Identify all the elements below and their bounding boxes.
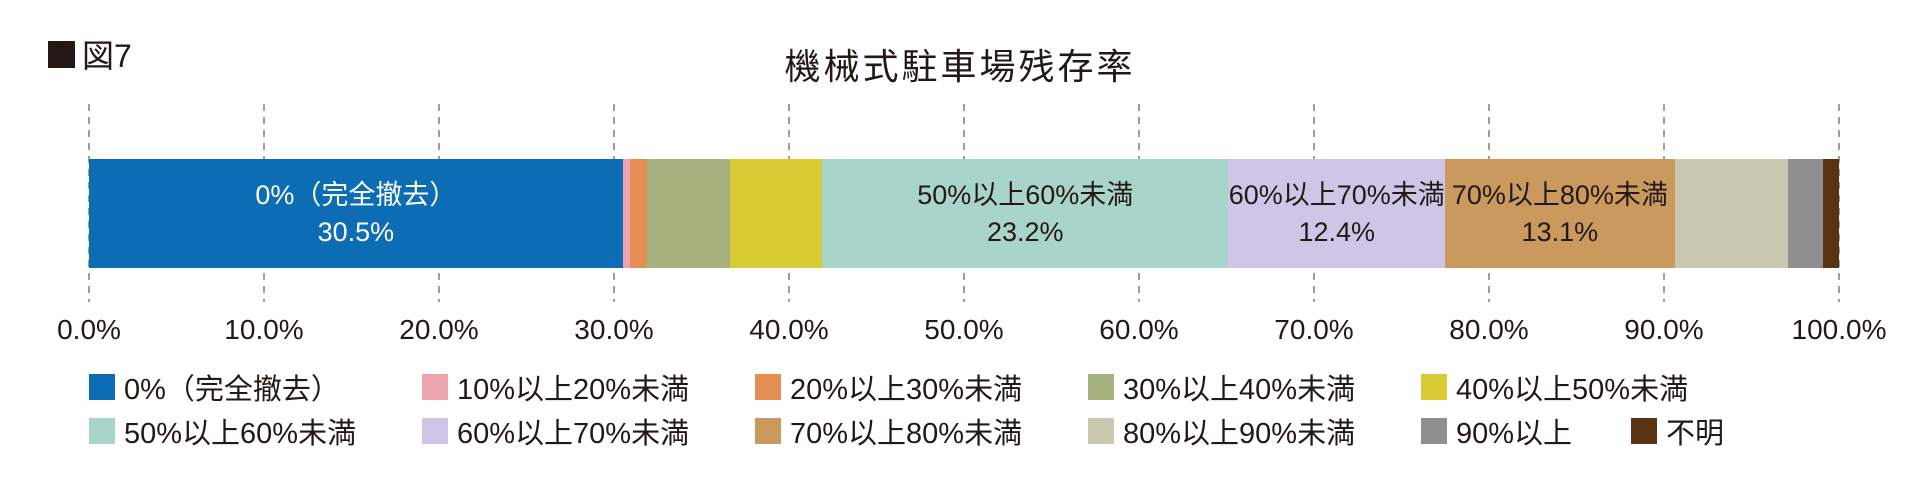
legend-swatch-icon (1088, 418, 1114, 444)
legend-label: 10%以上20%未満 (457, 374, 690, 406)
legend-item: 50%以上60%未満 (89, 414, 356, 450)
legend-label: 0%（完全撤去） (124, 374, 340, 406)
legend-swatch-icon (422, 374, 448, 400)
legend-swatch-icon (89, 418, 115, 444)
segment-category-label: 60%以上70%未満 (1228, 179, 1445, 210)
bar-segment: 70%以上80%未満 13.1% (1445, 159, 1675, 268)
legend-label: 40%以上50%未満 (1456, 374, 1689, 406)
legend-swatch-icon (1421, 418, 1447, 444)
legend-swatch-icon (1088, 374, 1114, 400)
segment-value-label: 13.1% (1521, 216, 1599, 247)
gridline (1838, 104, 1840, 302)
legend-swatch-icon (1631, 418, 1657, 444)
axis-tick-label: 60.0% (1099, 314, 1179, 345)
axis-tick-label: 10.0% (224, 314, 304, 345)
legend-item: 10%以上20%未満 (422, 370, 689, 406)
bar-segment: 0%（完全撤去） 30.5% (89, 159, 623, 268)
bar-segment (729, 159, 823, 268)
legend-swatch-icon (89, 374, 115, 400)
bar-segment (1823, 159, 1839, 268)
legend-item: 40%以上50%未満 (1421, 370, 1688, 406)
legend-label: 50%以上60%未満 (124, 418, 357, 450)
legend-swatch-icon (755, 374, 781, 400)
legend-item: 90%以上 (1421, 414, 1572, 450)
figure-number: 図7 (82, 38, 132, 74)
stacked-bar: 0%（完全撤去） 30.5% 50%以上60%未満 23.2% 60%以上70%未満 12… (89, 159, 1839, 268)
axis-tick-label: 80.0% (1449, 314, 1529, 345)
legend-item: 不明 (1631, 414, 1724, 450)
legend-label: 30%以上40%未満 (1123, 374, 1356, 406)
figure-label: 図7 (48, 31, 132, 77)
bar-segment: 50%以上60%未満 23.2% (822, 159, 1229, 268)
axis-tick-label: 0.0% (57, 314, 121, 345)
axis-tick-label: 30.0% (574, 314, 654, 345)
axis-tick-label: 100.0% (1791, 314, 1887, 345)
legend-swatch-icon (755, 418, 781, 444)
legend-swatch-icon (1421, 374, 1447, 400)
legend-label: 90%以上 (1456, 418, 1573, 450)
axis-tick-label: 50.0% (924, 314, 1004, 345)
bar-segment (622, 159, 630, 268)
segment-value-label: 12.4% (1298, 216, 1376, 247)
bar-segment (1788, 159, 1824, 268)
legend-item: 30%以上40%未満 (1088, 370, 1355, 406)
bar-segment: 60%以上70%未満 12.4% (1228, 159, 1446, 268)
legend-item: 70%以上80%未満 (755, 414, 1022, 450)
bar-segment (629, 159, 648, 268)
axis-tick-label: 90.0% (1624, 314, 1704, 345)
legend-label: 20%以上30%未満 (790, 374, 1023, 406)
legend-label: 60%以上70%未満 (457, 418, 690, 450)
chart-title: 機械式駐車場残存率 (784, 46, 1136, 87)
segment-value-label: 30.5% (317, 216, 395, 247)
axis-tick-label: 70.0% (1274, 314, 1354, 345)
bar-segment (647, 159, 730, 268)
segment-value-label: 23.2% (986, 216, 1064, 247)
axis-tick-label: 40.0% (749, 314, 829, 345)
legend-item: 20%以上30%未満 (755, 370, 1022, 406)
axis-tick-label: 20.0% (399, 314, 479, 345)
legend-label: 不明 (1666, 418, 1725, 450)
legend-item: 60%以上70%未満 (422, 414, 689, 450)
bar-segment (1674, 159, 1789, 268)
segment-category-label: 0%（完全撤去） (255, 179, 457, 210)
segment-category-label: 70%以上80%未満 (1451, 179, 1668, 210)
legend-label: 80%以上90%未満 (1123, 418, 1356, 450)
segment-category-label: 50%以上60%未満 (917, 179, 1134, 210)
legend-label: 70%以上80%未満 (790, 418, 1023, 450)
legend-item: 80%以上90%未満 (1088, 414, 1355, 450)
legend-swatch-icon (422, 418, 448, 444)
figure-marker-icon (48, 40, 75, 68)
legend-item: 0%（完全撤去） (89, 370, 340, 406)
